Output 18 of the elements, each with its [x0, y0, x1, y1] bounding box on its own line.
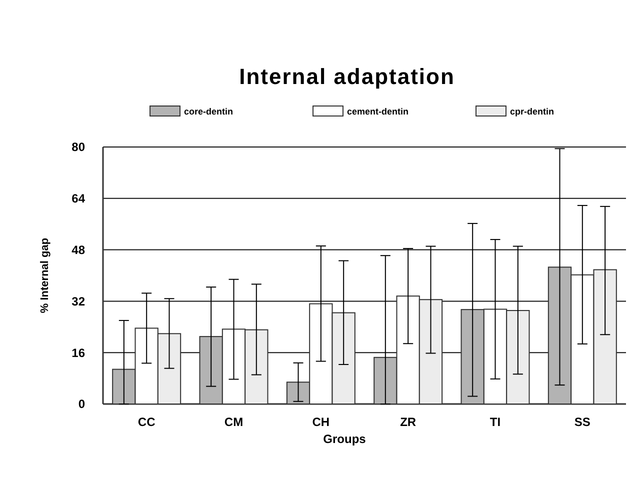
x-tick-label: SS [574, 415, 590, 429]
x-axis-title: Groups [323, 432, 366, 446]
y-axis-title: % Internal gap [39, 238, 51, 314]
x-tick-label: ZR [400, 415, 416, 429]
legend-label: cpr-dentin [510, 106, 554, 116]
x-tick-label: CC [138, 415, 156, 429]
y-tick-label: 48 [72, 243, 86, 257]
y-tick-label: 64 [72, 192, 86, 206]
x-tick-label: TI [490, 415, 501, 429]
y-tick-label: 80 [72, 140, 86, 154]
legend-label: core-dentin [184, 106, 234, 116]
chart-title: Internal adaptation [239, 64, 455, 89]
x-tick-label: CH [312, 415, 330, 429]
legend-label: cement-dentin [347, 106, 409, 116]
x-tick-label: CM [224, 415, 244, 429]
y-tick-label: 16 [72, 346, 86, 360]
y-tick-label: 32 [72, 294, 86, 308]
y-tick-label: 0 [78, 397, 86, 412]
